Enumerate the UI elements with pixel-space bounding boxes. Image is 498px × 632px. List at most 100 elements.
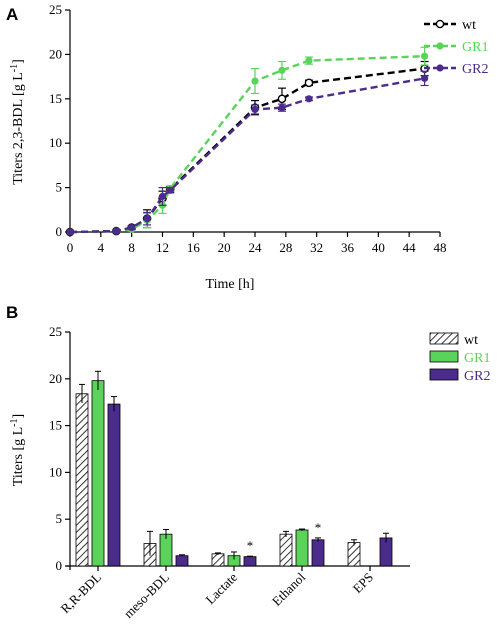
legend-label: GR2 [462,62,488,77]
data-point [305,57,313,65]
x-tick-label: Ethanol [269,569,308,608]
y-tick-label: 0 [56,558,63,573]
data-point [158,192,167,201]
bar-gr1 [227,551,241,567]
bar-gr1 [295,529,309,567]
data-point [278,66,286,74]
x-tick-label: 20 [218,240,231,255]
legend-swatch [429,350,459,363]
bar-gr2 [311,539,325,567]
bar-gr1 [159,528,173,567]
x-tick-label: 48 [434,240,447,255]
y-tick-label: 25 [49,2,62,17]
x-tick-label: 32 [310,240,323,255]
x-tick-label: 8 [128,240,135,255]
panel-b-chart: B Titers [g L-1] 0 5 10 15 20 25 R,R-BDL meso-B… [6,303,490,621]
series-line-gr2 [69,77,425,234]
legend-item-gr1: GR1 [429,350,490,366]
data-point [128,223,136,232]
x-tick-label: 0 [67,240,74,255]
panel-b-y-axis-label: Titers [g L-1] [9,414,26,486]
legend-label: wt [462,18,476,33]
data-point [166,186,174,194]
legend-label: GR2 [464,369,490,384]
x-tick-label: 4 [98,240,105,255]
legend-marker [436,64,444,72]
bar-gr1 [295,528,309,567]
legend-label: wt [464,333,478,348]
bar-wt [279,533,293,567]
x-tick-label: EPS [350,570,376,596]
legend-item-gr2: GR2 [424,62,488,77]
data-point [251,77,259,85]
data-point [251,105,259,114]
panel-b-bars: ** [75,370,393,567]
panel-a-chart: A Titers 2,3-BDL [g L-1] Time [h] 0 5 10 15… [6,2,488,292]
series-gr2 [66,70,429,236]
legend-swatch [429,368,459,381]
bar-gr2 [243,556,257,567]
bar-gr2 [175,555,189,567]
data-point [277,94,287,104]
legend-item-wt: wt [429,332,478,348]
panel-a-letter: A [6,5,18,24]
y-tick-label: 10 [49,135,62,150]
bar-wt [279,530,293,567]
bar-wt [143,530,157,567]
series-line-gr1 [69,54,425,234]
y-tick-label: 15 [49,91,62,106]
legend-label: GR1 [462,40,488,55]
legend-item-gr2: GR2 [429,368,490,384]
series-gr1 [66,46,429,236]
y-tick-label: 20 [49,371,62,386]
y-tick-label: 15 [49,418,62,433]
bar-wt [347,542,361,567]
bar-gr2 [107,396,121,567]
bar-wt [211,552,225,567]
x-tick-label: 40 [372,240,385,255]
panel-b-letter: B [6,303,18,322]
data-point [420,52,429,60]
y-tick-label: 0 [56,224,63,239]
significance-marker: * [315,520,322,535]
bar-gr2 [107,403,121,567]
data-point [112,227,120,235]
x-tick-label: 16 [187,240,201,255]
data-point [278,104,286,112]
x-tick-label: R,R-BDL [58,569,105,616]
x-tick-label: 44 [403,240,417,255]
bar-wt [75,383,89,567]
data-point [304,78,314,88]
legend-marker [435,19,445,29]
legend-swatch [429,332,459,345]
bar-gr2: * [243,538,257,567]
panel-b-legend: wt GR1 GR2 [429,332,490,384]
bar-gr2: * [311,520,325,567]
bar-wt [211,553,225,567]
x-tick-label: 24 [249,240,263,255]
y-tick-label: 25 [49,324,62,339]
y-tick-label: 10 [49,464,62,479]
legend-item-gr1: GR1 [424,40,488,55]
y-tick-label: 20 [49,46,62,61]
data-point [143,215,151,223]
legend-item-wt: wt [424,18,476,33]
y-tick-label: 5 [56,180,63,195]
bar-gr2 [175,554,189,567]
panel-a-y-axis-label: Titers 2,3-BDL [g L-1] [9,59,26,185]
x-tick-label: Lactate [202,569,240,607]
panel-a-series [65,46,429,237]
x-tick-label: meso-BDL [121,569,172,620]
bar-gr2 [379,532,393,567]
data-point [66,228,74,236]
x-tick-label: 28 [279,240,292,255]
series-line-wt [69,67,425,234]
bar-gr1 [91,370,105,567]
bar-gr1 [159,533,173,567]
y-tick-label: 5 [56,511,63,526]
panel-a-x-axis-label: Time [h] [206,277,255,292]
significance-marker: * [247,538,254,553]
legend-label: GR1 [464,351,490,366]
